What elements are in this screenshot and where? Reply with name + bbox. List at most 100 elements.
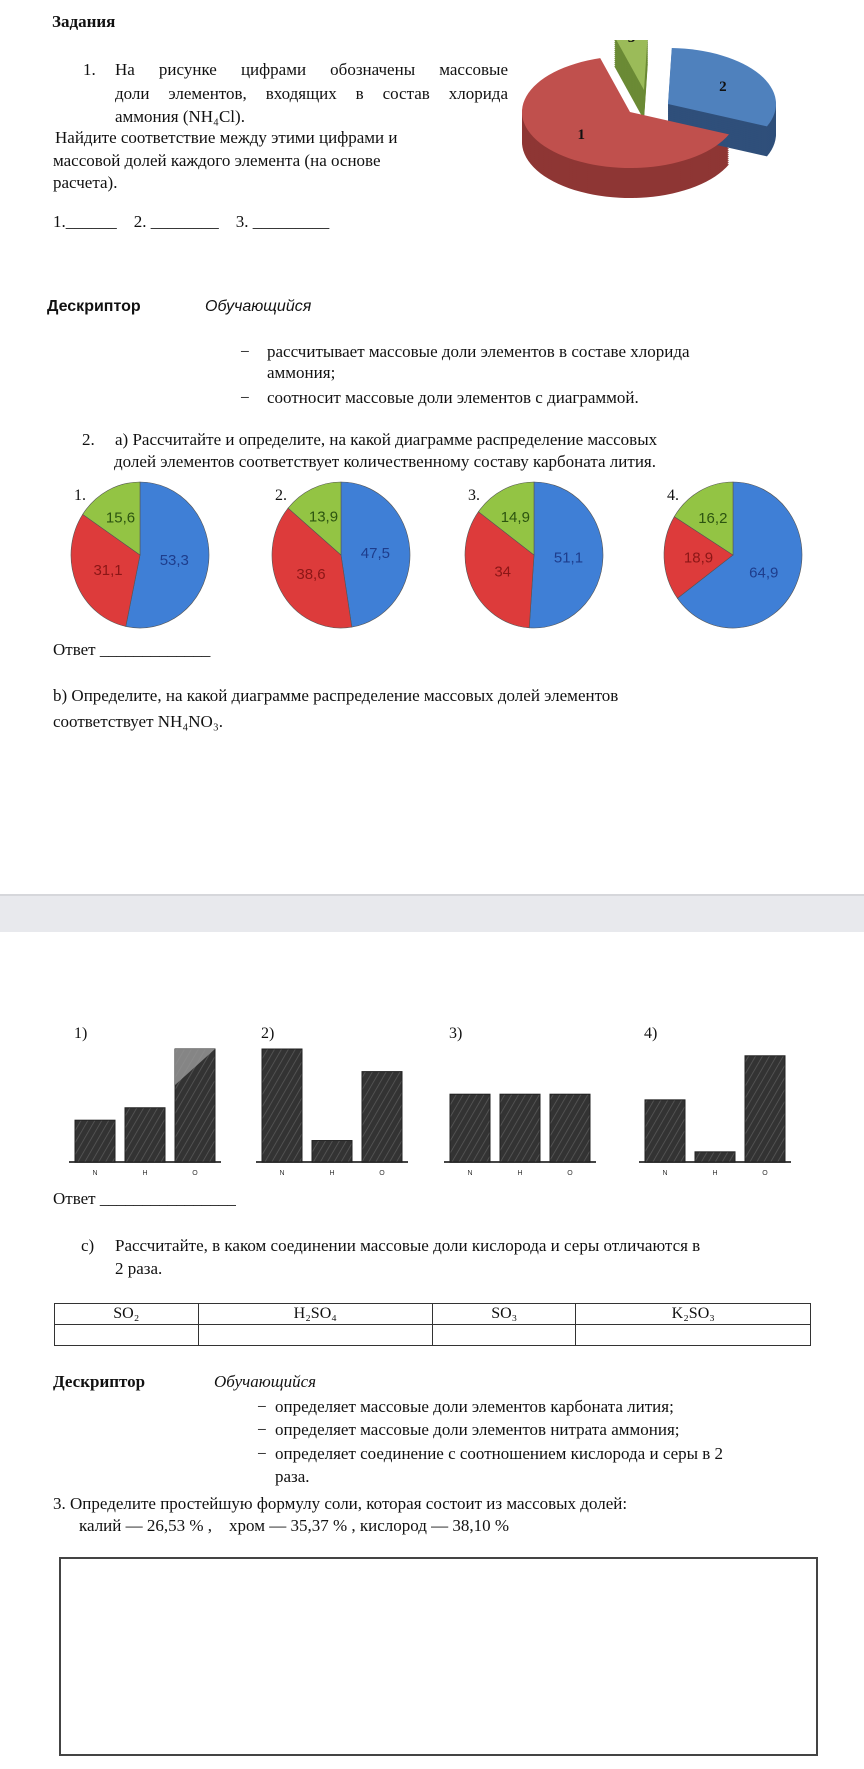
section-heading: Задания <box>52 12 116 31</box>
bar-category-label: O <box>379 1170 385 1177</box>
pie-slice <box>340 481 411 628</box>
bar-category-label: N <box>467 1170 472 1177</box>
task1-line: аммония (NH₄Cl). <box>115 107 245 126</box>
task2b-line: соответствует NH₄NO₃. <box>53 712 223 731</box>
pie-slice <box>522 58 729 169</box>
bar-highlight <box>175 1049 215 1085</box>
task1-line: На рисунке цифрами обозначены массовые <box>115 60 508 79</box>
bar-category-label: N <box>92 1170 97 1177</box>
page-separator <box>0 894 864 932</box>
bar-category-label: H <box>712 1170 717 1177</box>
bar-chart-number-label: 1) <box>74 1025 87 1042</box>
bar <box>499 1093 541 1163</box>
bar-category-label: N <box>662 1170 667 1177</box>
bullet-dash: − <box>240 342 250 361</box>
table-cell[interactable] <box>197 1324 433 1346</box>
pie-slice-label: 3 <box>628 40 636 46</box>
table-cell[interactable] <box>575 1324 811 1346</box>
pie-slice <box>271 507 353 629</box>
answer-box[interactable] <box>59 1557 818 1756</box>
table-cell[interactable] <box>54 1324 199 1346</box>
table-cell[interactable] <box>431 1324 577 1346</box>
pie-number-label: 1. <box>74 487 86 504</box>
bar-category-label: H <box>142 1170 147 1177</box>
pie-value-label: 14,9 <box>501 509 530 526</box>
descriptor-item: рассчитывает массовые доли элементов в с… <box>267 342 690 361</box>
descriptor-label: Дескриптор <box>53 1372 146 1391</box>
pie-slice-label: 1 <box>577 127 585 143</box>
descriptor-item: определяет массовые доли элементов нитра… <box>275 1420 680 1439</box>
table-header: SO₂ <box>54 1303 199 1325</box>
table-header-row: SO₂ H₂SO₄ SO₃ K₂SO₃ <box>54 1303 811 1325</box>
bar-category-label: H <box>517 1170 522 1177</box>
pie-number-label: 3. <box>468 487 480 504</box>
answer-a-line[interactable]: Ответ _____________ <box>53 640 211 659</box>
bar-category-label: O <box>192 1170 198 1177</box>
pie-slice <box>673 481 734 556</box>
bar <box>644 1099 686 1163</box>
task2-number: 2. <box>82 430 95 449</box>
task1-answer-blanks[interactable]: 1.______ 2. ________ 3. _________ <box>53 212 330 231</box>
descriptor-item: раза. <box>275 1467 310 1486</box>
task2c-line: Рассчитайте, в каком соединении массовые… <box>115 1236 701 1255</box>
bar-charts-row: 1) N H O 2) N H O 3) N H O 4) N H O <box>69 1025 791 1177</box>
descriptor-label: Дескриптор <box>47 298 141 315</box>
pie-slice <box>464 511 535 629</box>
task1-find-line: Найдите соответствие между этими цифрами… <box>55 128 398 147</box>
pie-value-label: 15,6 <box>106 509 135 526</box>
bullet-dash: − <box>257 1444 267 1463</box>
task2b-line: b) Определите, на какой диаграмме распре… <box>53 686 619 705</box>
bar <box>74 1119 116 1163</box>
bar <box>124 1107 166 1163</box>
pie-slice <box>668 48 776 127</box>
pie-slice <box>478 481 535 556</box>
bar <box>449 1093 491 1163</box>
table-header: H₂SO₄ <box>197 1303 433 1325</box>
pie-value-label: 13,9 <box>309 508 338 525</box>
compounds-table: SO₂ H₂SO₄ SO₃ K₂SO₃ <box>54 1303 811 1346</box>
bar-category-label: O <box>762 1170 768 1177</box>
table-row <box>54 1324 811 1346</box>
task3-line: 3. Определите простейшую формулу соли, к… <box>53 1494 628 1513</box>
pie-value-label: 34 <box>494 563 511 580</box>
bar-chart-number-label: 2) <box>261 1025 274 1042</box>
bar-category-label: H <box>329 1170 334 1177</box>
pie-value-label: 38,6 <box>296 566 325 583</box>
bar <box>311 1140 353 1163</box>
task2a-line: а) Рассчитайте и определите, на какой ди… <box>115 430 658 449</box>
descriptor-item: соотносит массовые доли элементов с диаг… <box>267 388 639 407</box>
bar <box>361 1071 403 1163</box>
learner-label: Обучающийся <box>205 298 312 315</box>
pie-value-label: 31,1 <box>93 562 122 579</box>
pie-slice <box>82 481 141 556</box>
pie-slice <box>616 40 648 90</box>
bar-category-label: O <box>567 1170 573 1177</box>
answer-b-line[interactable]: Ответ ________________ <box>53 1189 236 1208</box>
pie-value-label: 16,2 <box>698 510 727 527</box>
pie-value-label: 47,5 <box>361 545 390 562</box>
pie-number-label: 2. <box>275 487 287 504</box>
pie-slice <box>125 481 210 629</box>
task1-number: 1. <box>83 60 96 79</box>
pie-value-label: 18,9 <box>684 549 713 566</box>
pie-value-label: 53,3 <box>160 552 189 569</box>
task2c-label: c) <box>81 1236 95 1255</box>
bar <box>744 1055 786 1163</box>
pie-number-label: 4. <box>667 487 679 504</box>
descriptor-item: аммония; <box>267 363 336 382</box>
descriptor-item: определяет массовые доли элементов карбо… <box>275 1397 674 1416</box>
task2c-line: 2 раза. <box>115 1259 163 1278</box>
descriptor-item: определяет соединение с соотношением кис… <box>275 1444 724 1463</box>
pie-slice <box>663 516 734 599</box>
task3-line: калий — 26,53 % , хром — 35,37 % , кисло… <box>79 1516 510 1535</box>
bullet-dash: − <box>257 1420 267 1439</box>
table-header: SO₃ <box>431 1303 577 1325</box>
pie-value-label: 64,9 <box>749 564 778 581</box>
table-header: K₂SO₃ <box>575 1303 811 1325</box>
bar <box>549 1093 591 1163</box>
pie-slice <box>70 513 141 627</box>
bar-category-label: N <box>279 1170 284 1177</box>
bar-chart-number-label: 3) <box>449 1025 462 1042</box>
bullet-dash: − <box>257 1397 267 1416</box>
bar-chart-number-label: 4) <box>644 1025 657 1042</box>
